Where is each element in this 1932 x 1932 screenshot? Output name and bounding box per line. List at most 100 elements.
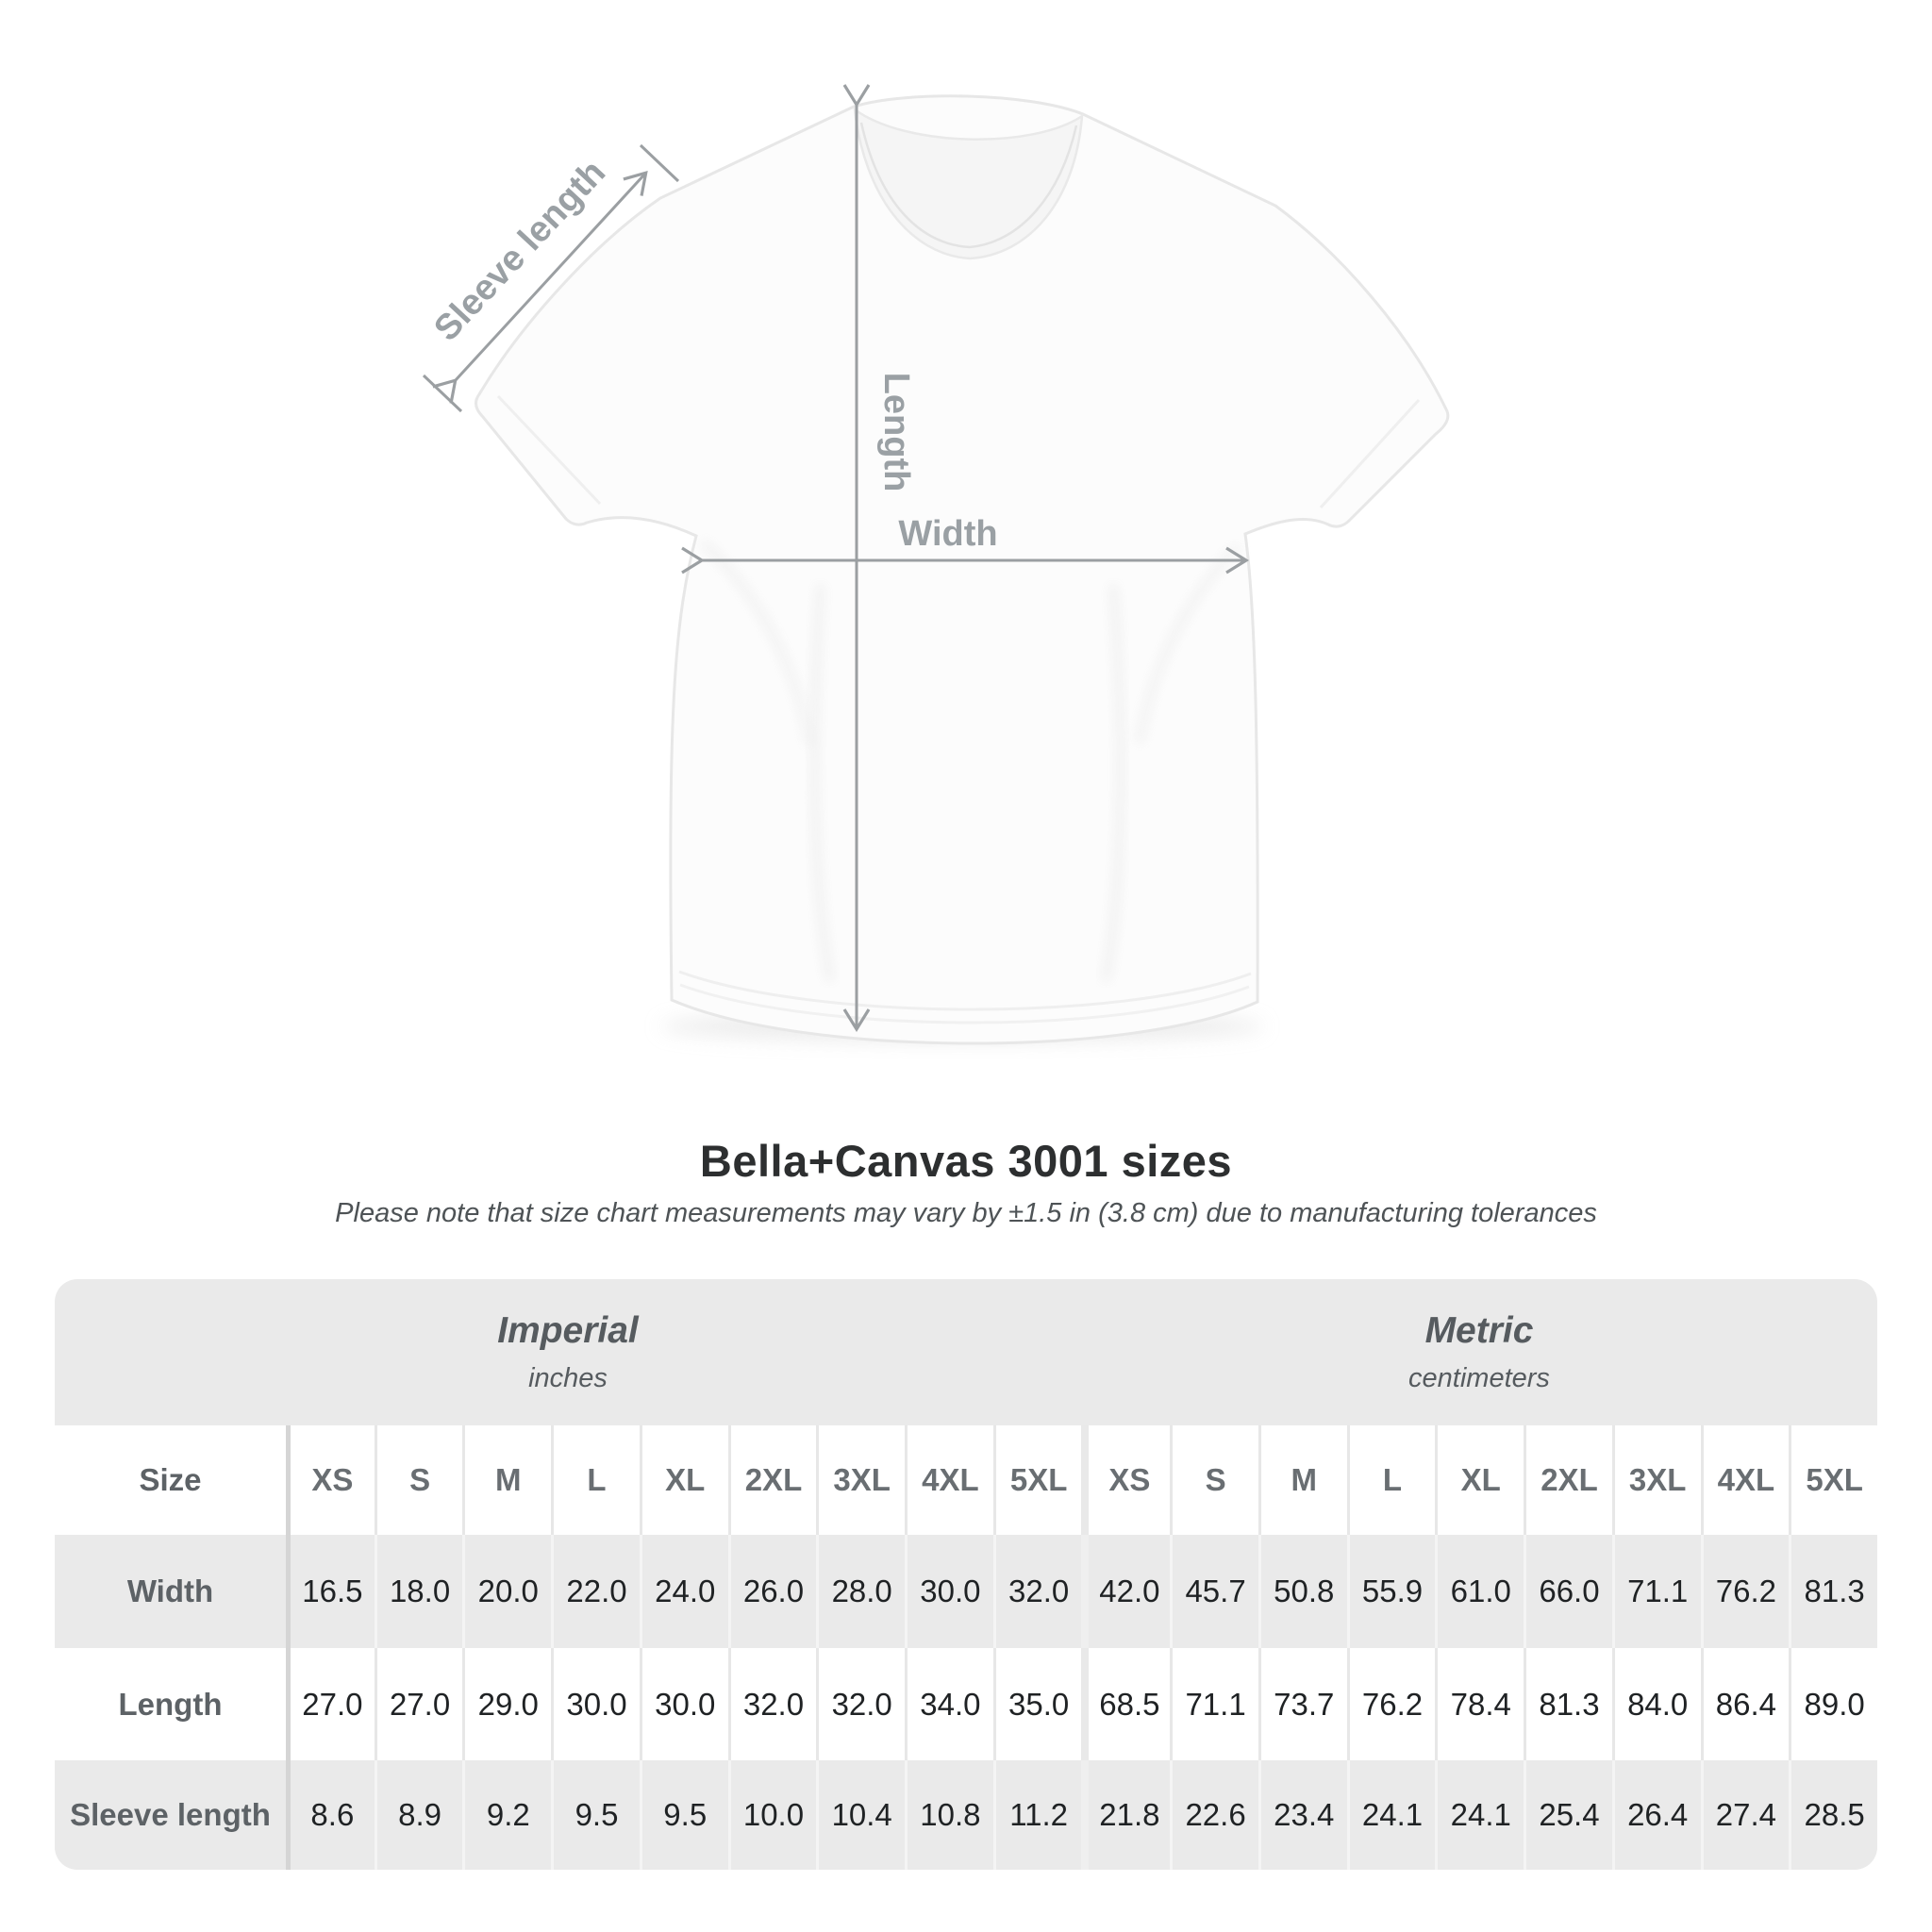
value-cell: 32.0 — [992, 1535, 1082, 1648]
value-cell: 8.9 — [374, 1760, 463, 1870]
value-cell: 71.1 — [1611, 1535, 1701, 1648]
value-cell: 22.6 — [1170, 1760, 1258, 1870]
width-label: Width — [898, 514, 997, 554]
value-cell: 10.4 — [816, 1760, 905, 1870]
hem-stitch-1 — [678, 970, 1252, 1011]
size-header-cell-metric-S: S — [1170, 1425, 1258, 1535]
value-cell: 9.2 — [462, 1760, 551, 1870]
value-cell: 24.1 — [1346, 1760, 1436, 1870]
page-title: Bella+Canvas 3001 sizes — [699, 1136, 1233, 1186]
value-cell: 27.0 — [286, 1648, 375, 1760]
sleeve-length-arrow — [432, 171, 648, 404]
value-cell: 23.4 — [1257, 1760, 1347, 1870]
size-header-cell-imperial-L: L — [551, 1425, 640, 1535]
value-cell: 9.5 — [551, 1760, 640, 1870]
value-cell: 81.3 — [1789, 1535, 1877, 1648]
size-header-cell-imperial-XS: XS — [286, 1425, 375, 1535]
value-cell: 84.0 — [1611, 1648, 1701, 1760]
size-header-cell-metric-4XL: 4XL — [1700, 1425, 1790, 1535]
value-cell: 10.8 — [905, 1760, 993, 1870]
table-header-row: Size XS S M L XL 2XL 3XL 4XL 5XL XS S M L XL 2XL 3XL 4XL… — [55, 1425, 1877, 1535]
size-header-cell-metric-5XL: 5XL — [1789, 1425, 1877, 1535]
value-cell: 26.4 — [1611, 1760, 1701, 1870]
value-cell: 42.0 — [1081, 1535, 1170, 1648]
value-cell: 86.4 — [1700, 1648, 1790, 1760]
tshirt-diagram: Sleeve length Length Width — [422, 84, 1450, 1045]
crease-right — [1101, 584, 1125, 982]
value-cell: 30.0 — [905, 1535, 993, 1648]
left-cuff-stitch — [496, 394, 602, 506]
value-cell: 50.8 — [1257, 1535, 1347, 1648]
size-table: Imperial inches Metric centimeters Size … — [55, 1279, 1877, 1870]
value-cell: 30.0 — [639, 1648, 728, 1760]
size-header-cell-metric-XL: XL — [1435, 1425, 1524, 1535]
value-cell: 30.0 — [551, 1648, 640, 1760]
value-cell: 81.3 — [1524, 1648, 1612, 1760]
value-cell: 89.0 — [1789, 1648, 1877, 1760]
value-cell: 32.0 — [727, 1648, 817, 1760]
row-label-sleeve-length: Sleeve length — [70, 1797, 271, 1832]
value-cell: 18.0 — [374, 1535, 463, 1648]
imperial-unit: inches — [528, 1363, 608, 1393]
size-header-cell-imperial-XL: XL — [639, 1425, 728, 1535]
page-subtitle: Please note that size chart measurements… — [335, 1198, 1597, 1228]
metric-header: Metric centimeters — [1081, 1279, 1877, 1425]
measurement-arrows — [422, 84, 1250, 1033]
collar-band-stitch — [859, 122, 1078, 249]
value-cell: 32.0 — [816, 1648, 905, 1760]
size-header-cell-imperial-M: M — [462, 1425, 551, 1535]
size-header-cell-metric-L: L — [1346, 1425, 1436, 1535]
table-row-length: Length 27.0 27.0 29.0 30.0 30.0 32.0 32.0 34.0 3… — [55, 1648, 1877, 1760]
size-header-cell-imperial-3XL: 3XL — [816, 1425, 905, 1535]
size-header-cell-metric-3XL: 3XL — [1611, 1425, 1701, 1535]
value-cell: 76.2 — [1346, 1648, 1436, 1760]
size-header-cell-metric-XS: XS — [1081, 1425, 1170, 1535]
value-cell: 61.0 — [1435, 1535, 1524, 1648]
metric-unit: centimeters — [1408, 1363, 1550, 1393]
value-cell: 68.5 — [1081, 1648, 1170, 1760]
size-header-cell-imperial-4XL: 4XL — [905, 1425, 993, 1535]
size-header-cell-imperial-5XL: 5XL — [992, 1425, 1082, 1535]
row-label-length: Length — [118, 1686, 223, 1722]
value-cell: 25.4 — [1524, 1760, 1612, 1870]
value-cell: 22.0 — [551, 1535, 640, 1648]
size-header-cell-metric-M: M — [1257, 1425, 1347, 1535]
metric-title: Metric — [1424, 1310, 1534, 1351]
value-cell: 73.7 — [1257, 1648, 1347, 1760]
size-column-header: Size — [139, 1462, 202, 1497]
value-cell: 78.4 — [1435, 1648, 1524, 1760]
value-cell: 28.5 — [1789, 1760, 1877, 1870]
value-cell: 66.0 — [1524, 1535, 1612, 1648]
value-cell: 28.0 — [816, 1535, 905, 1648]
tshirt-graphic — [475, 94, 1450, 1045]
value-cell: 20.0 — [462, 1535, 551, 1648]
table-row-width: Width 16.5 18.0 20.0 22.0 24.0 26.0 28.0 30.0 32… — [55, 1535, 1877, 1648]
length-label: Length — [876, 373, 916, 492]
table-row-sleeve-length: Sleeve length 8.6 8.9 9.2 9.5 9.5 10.0 10.4 10.… — [55, 1760, 1877, 1870]
value-cell: 9.5 — [639, 1760, 728, 1870]
tshirt-diagram-svg: Sleeve length Length Width — [422, 84, 1450, 1045]
hem-stitch-2 — [679, 983, 1250, 1024]
imperial-title: Imperial — [497, 1310, 639, 1351]
value-cell: 34.0 — [905, 1648, 993, 1760]
value-cell: 27.4 — [1700, 1760, 1790, 1870]
unit-band: Imperial inches Metric centimeters — [55, 1279, 1877, 1425]
value-cell: 11.2 — [992, 1760, 1082, 1870]
size-header-cell-metric-2XL: 2XL — [1524, 1425, 1612, 1535]
size-header-cell-imperial-2XL: 2XL — [727, 1425, 817, 1535]
right-cuff-stitch — [1319, 398, 1421, 509]
value-cell: 35.0 — [992, 1648, 1082, 1760]
sleeve-arrow-tick-top — [639, 143, 680, 183]
row-label-width: Width — [126, 1574, 214, 1608]
value-cell: 21.8 — [1081, 1760, 1170, 1870]
value-cell: 55.9 — [1346, 1535, 1436, 1648]
value-cell: 10.0 — [727, 1760, 817, 1870]
crease-left — [810, 584, 835, 982]
value-cell: 76.2 — [1700, 1535, 1790, 1648]
sleeve-arrow-tick-bottom — [422, 374, 463, 413]
imperial-header: Imperial inches — [55, 1279, 1081, 1425]
size-header-cell-imperial-S: S — [374, 1425, 463, 1535]
value-cell: 24.1 — [1435, 1760, 1524, 1870]
value-cell: 27.0 — [374, 1648, 463, 1760]
